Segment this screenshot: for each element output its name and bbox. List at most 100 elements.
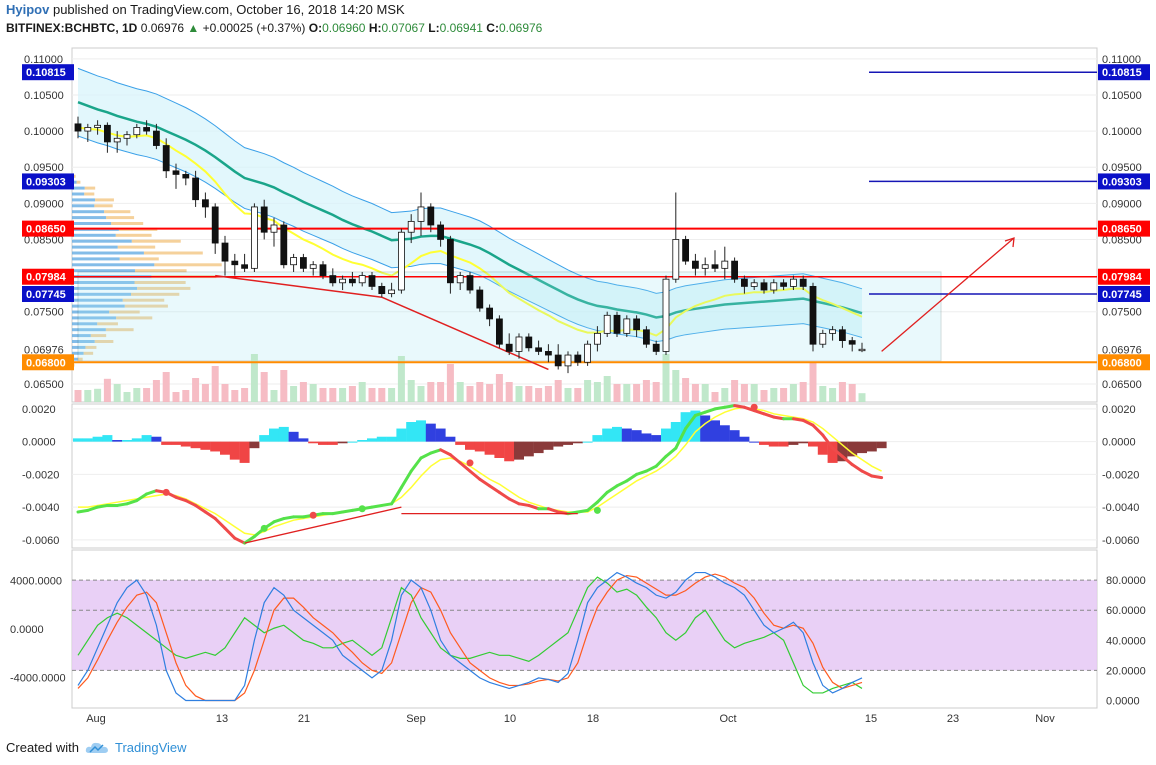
macd-line-segment <box>625 472 639 483</box>
volume-profile-bar <box>72 251 144 255</box>
volume-bar <box>770 388 778 402</box>
macd-line-segment <box>801 418 815 427</box>
histogram-bar <box>700 415 711 442</box>
histogram-bar <box>563 441 573 445</box>
volume-bar <box>574 388 582 402</box>
volume-profile-bar <box>72 281 135 284</box>
stochastic-pane[interactable]: 80.0000 60.0000 40.0000 20.0000 0.0000 4000.0… <box>10 549 1146 709</box>
candle-body <box>574 354 582 363</box>
author-name[interactable]: Hyipov <box>6 2 50 17</box>
volume-profile-bar <box>134 281 186 284</box>
volume-profile-bar <box>76 180 81 184</box>
volume-bar <box>554 380 562 402</box>
price-tick-left: 0.07500 <box>24 307 64 319</box>
histogram-bar <box>553 441 564 447</box>
volume-profile-bar <box>143 251 203 255</box>
volume-profile-bar <box>72 269 136 273</box>
volume-profile-bar <box>72 298 123 302</box>
volume-bar <box>701 384 709 402</box>
candle-body <box>133 127 141 136</box>
time-tick-label: 18 <box>587 713 599 725</box>
candle-body <box>643 329 650 345</box>
candle-body <box>613 314 621 334</box>
volume-bar <box>642 380 650 402</box>
volume-bar <box>339 388 347 402</box>
stoch-tick-left: 0.0000 <box>10 624 44 636</box>
volume-profile-bar <box>72 263 155 267</box>
histogram-bar <box>710 420 720 442</box>
macd-line-segment <box>243 535 256 545</box>
candle-body <box>476 289 484 309</box>
candle-body <box>701 264 709 269</box>
published-line: Hyipov published on TradingView.com, Oct… <box>6 2 405 17</box>
volume-bar <box>662 354 670 402</box>
histogram-bar <box>612 426 622 442</box>
volume-bar <box>241 388 249 402</box>
macd-line-segment <box>752 409 766 416</box>
stoch-tick-left: 4000.0000 <box>10 575 62 587</box>
oscillator-pane[interactable]: 0.0020 0.0020 0.0000 0.0000 -0.0020 -0.0020 -0… <box>22 403 1139 549</box>
macd-line-segment <box>203 510 217 521</box>
histogram-bar <box>337 441 348 444</box>
histogram-bar <box>494 441 505 458</box>
volume-bar <box>94 388 102 402</box>
level-label-left <box>22 64 74 81</box>
macd-line-segment <box>488 484 501 494</box>
candle-body <box>584 343 591 363</box>
tradingview-cloud-icon[interactable] <box>85 741 109 755</box>
volume-bar <box>838 382 846 402</box>
trend-line <box>215 274 382 298</box>
lower-band-line <box>77 135 863 343</box>
histogram-bar <box>484 441 495 455</box>
macd-line-segment <box>439 448 452 457</box>
high-label: H: <box>368 21 382 35</box>
volume-bar <box>368 388 376 402</box>
price-tick-left: 0.09000 <box>24 198 64 210</box>
macd-line-segment <box>605 484 619 494</box>
candle-body <box>731 260 738 280</box>
tradingview-brand[interactable]: TradingView <box>114 740 187 755</box>
histogram-bar <box>386 436 397 442</box>
price-pane[interactable]: 0.11000 0.11000 0.10500 0.10500 0.10000 0.100… <box>22 47 1150 403</box>
volume-bar <box>113 384 121 402</box>
last-price: 0.06976 <box>140 21 185 35</box>
volume-profile-bar <box>72 186 85 190</box>
histogram-bar <box>82 438 93 442</box>
histogram-bar <box>514 441 524 460</box>
time-tick-label: Oct <box>719 713 736 725</box>
osc-tick-right: 0.0000 <box>1102 437 1136 449</box>
volume-profile-bar <box>72 233 116 237</box>
volume-profile-bar <box>72 345 86 349</box>
time-tick-label: 15 <box>865 713 877 725</box>
macd-line-segment <box>693 410 707 417</box>
volume-profile-bar <box>72 304 125 308</box>
bollinger-band-fill <box>78 68 862 342</box>
volume-bar <box>740 384 748 402</box>
osc-tick-left: -0.0020 <box>22 469 59 481</box>
volume-bar <box>829 388 837 402</box>
macd-line-segment <box>497 490 511 501</box>
candle-body <box>486 307 494 320</box>
histogram-bar <box>739 436 750 442</box>
macd-line-segment <box>860 469 874 478</box>
histogram-bar <box>592 435 603 442</box>
histogram-bar <box>543 441 554 450</box>
volume-bar <box>192 378 200 402</box>
candle-body <box>270 224 278 233</box>
histogram-bar <box>180 441 191 447</box>
low-label: L: <box>428 21 440 35</box>
macd-line-segment <box>644 464 658 473</box>
histogram-bar <box>376 436 387 442</box>
volume-bar <box>123 392 131 402</box>
volume-profile-bar <box>117 245 156 249</box>
price-pane-frame <box>71 47 1098 403</box>
last-price-label-left: 0.06976 <box>24 345 64 357</box>
osc-tick-right: -0.0020 <box>1102 469 1139 481</box>
candle-body <box>721 260 729 269</box>
cross-dot <box>358 505 366 513</box>
level-label-right <box>1098 354 1150 371</box>
volume-bar <box>721 388 729 402</box>
volume-profile-bar <box>72 357 78 361</box>
time-tick-label: 10 <box>504 713 516 725</box>
